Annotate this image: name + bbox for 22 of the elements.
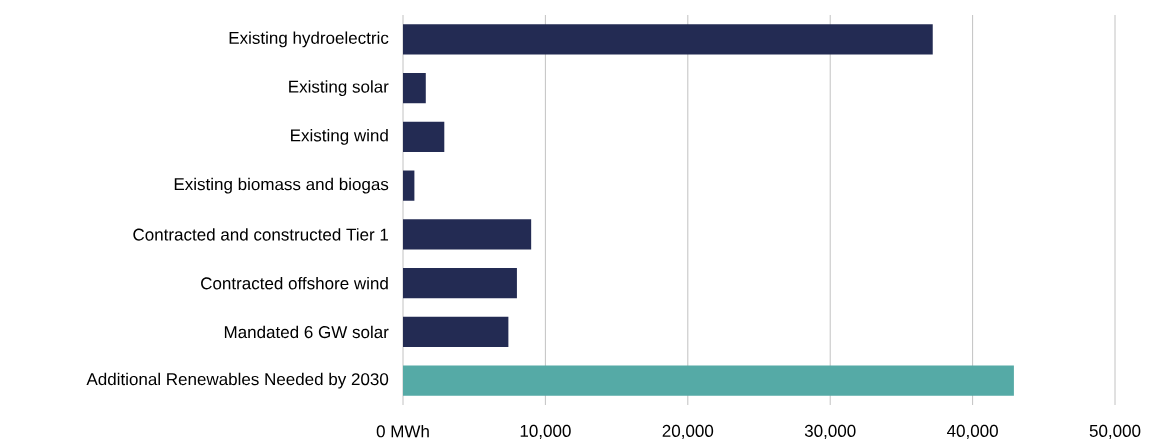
- bar: [403, 170, 415, 201]
- y-tick-label: Existing biomass and biogas: [174, 177, 389, 194]
- y-tick-label: Additional Renewables Needed by 2030: [86, 372, 389, 389]
- bar: [403, 121, 445, 152]
- bar: [403, 73, 426, 104]
- x-tick-label: 20,000: [662, 424, 714, 439]
- x-tick-label: 40,000: [947, 424, 998, 439]
- y-tick-label: Existing hydroelectric: [229, 31, 389, 48]
- bar: [403, 219, 532, 250]
- y-tick-label: Contracted and constructed Tier 1: [133, 228, 389, 241]
- y-tick-label: Existing wind: [291, 128, 388, 145]
- bar: [403, 365, 1014, 396]
- y-tick-label: Contracted offshore wind: [201, 276, 388, 290]
- x-tick-label: 10,000: [520, 424, 571, 439]
- y-tick-label: Existing solar: [289, 80, 389, 97]
- bar: [403, 268, 517, 299]
- y-tick-label: Mandated 6 GW solar: [224, 325, 389, 339]
- bar: [403, 316, 509, 347]
- x-tick-label: 0 MWh: [376, 424, 429, 438]
- x-tick-label: 30,000: [804, 424, 856, 439]
- x-tick-label: 50,000: [1089, 424, 1141, 439]
- bar: [403, 24, 933, 55]
